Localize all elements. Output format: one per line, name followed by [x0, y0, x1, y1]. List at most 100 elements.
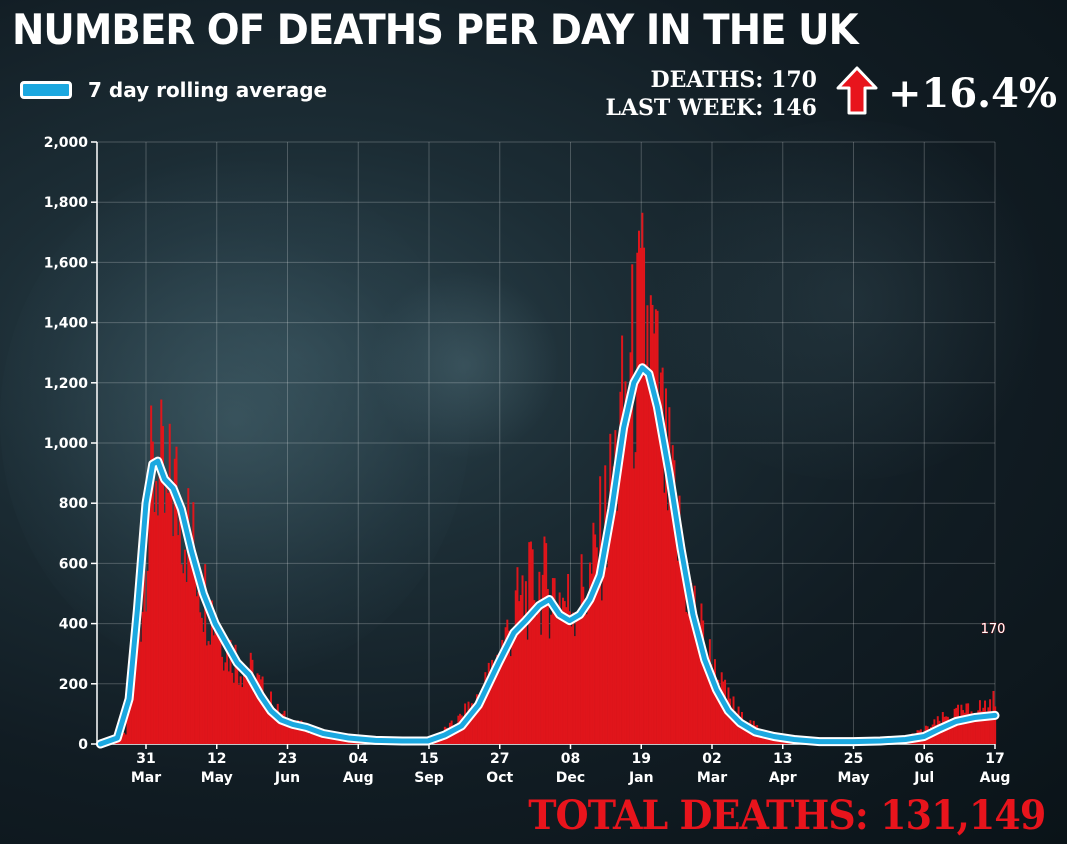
- daily-bar: [599, 476, 602, 744]
- daily-bar: [761, 733, 764, 744]
- daily-bar: [994, 706, 997, 744]
- x-tick-day: 23: [278, 751, 297, 767]
- daily-bar: [950, 719, 953, 744]
- daily-bar: [312, 731, 315, 744]
- x-tick-day: 27: [490, 751, 509, 767]
- daily-bar: [173, 458, 176, 744]
- daily-bar: [735, 713, 738, 744]
- daily-bar: [140, 641, 143, 744]
- y-tick-label: 1,800: [44, 195, 89, 211]
- y-tick-label: 1,200: [44, 376, 89, 392]
- daily-bar: [305, 722, 308, 744]
- daily-bar: [489, 671, 492, 744]
- daily-bar: [129, 687, 132, 744]
- daily-bar: [475, 694, 478, 744]
- daily-bar: [562, 597, 565, 744]
- daily-bar: [138, 629, 141, 744]
- x-tick-day: 15: [419, 751, 438, 767]
- daily-bar: [556, 619, 559, 744]
- daily-bar: [192, 502, 195, 744]
- daily-bar: [136, 625, 139, 744]
- daily-bar: [634, 452, 637, 744]
- daily-bar: [165, 480, 168, 744]
- daily-bar: [514, 590, 517, 744]
- daily-bar: [168, 423, 171, 744]
- daily-bar: [587, 598, 590, 744]
- daily-bar: [536, 601, 539, 744]
- daily-bar: [543, 536, 546, 744]
- daily-bar: [570, 626, 573, 744]
- daily-bar: [654, 309, 657, 744]
- daily-bar: [222, 670, 225, 744]
- daily-bar: [207, 641, 210, 744]
- daily-bar: [649, 295, 652, 744]
- daily-bar: [686, 613, 689, 744]
- daily-bar: [597, 573, 600, 744]
- total-deaths: TOTAL DEATHS: 131,149: [527, 792, 1046, 839]
- daily-bar: [470, 703, 473, 744]
- daily-bar: [617, 480, 620, 744]
- daily-bar: [572, 612, 575, 744]
- daily-bar: [161, 426, 164, 744]
- daily-bar: [126, 713, 129, 744]
- daily-bar: [989, 699, 992, 744]
- daily-bar: [188, 530, 191, 744]
- daily-bar: [600, 600, 603, 744]
- daily-bar: [632, 468, 635, 744]
- daily-bar: [582, 586, 585, 744]
- daily-bar: [506, 619, 509, 744]
- daily-bar: [545, 543, 548, 744]
- daily-bar: [214, 625, 217, 744]
- daily-bar: [276, 703, 279, 744]
- daily-bar: [286, 717, 289, 744]
- daily-bar: [212, 635, 215, 744]
- daily-bar: [690, 583, 693, 744]
- daily-bar: [535, 616, 538, 744]
- y-tick-label: 800: [59, 496, 88, 512]
- virus-background-spike: [370, 270, 560, 460]
- x-tick-month: Jun: [274, 770, 300, 786]
- daily-bar: [487, 662, 490, 744]
- daily-bar: [567, 573, 570, 744]
- daily-bar: [199, 612, 202, 744]
- daily-bar: [558, 592, 561, 744]
- y-tick-label: 1,400: [44, 316, 89, 332]
- daily-bar: [170, 491, 173, 744]
- daily-bar: [670, 488, 673, 744]
- daily-bar: [565, 607, 568, 744]
- daily-bar: [626, 418, 629, 744]
- daily-bar: [531, 549, 534, 744]
- daily-bar: [293, 724, 296, 744]
- daily-bar: [217, 634, 220, 744]
- daily-bar: [133, 650, 136, 744]
- daily-bar: [962, 710, 965, 744]
- daily-bar: [516, 567, 519, 744]
- daily-bar: [595, 547, 598, 744]
- daily-bar: [209, 644, 212, 744]
- daily-bar: [980, 711, 983, 744]
- x-tick-day: 25: [844, 751, 863, 767]
- daily-bar: [253, 693, 256, 744]
- daily-bar: [746, 725, 749, 744]
- daily-bar: [685, 611, 688, 744]
- daily-bar: [308, 733, 311, 744]
- x-tick-month: Mar: [697, 770, 727, 786]
- daily-bar: [693, 585, 696, 744]
- daily-bar: [501, 639, 504, 744]
- y-axis: 0 200 400 600 800 1,000 1,200 1,400 1,600 1,800 2,…: [44, 135, 98, 753]
- daily-bar: [722, 681, 725, 744]
- daily-bar: [492, 672, 495, 744]
- x-tick-day: 19: [632, 751, 651, 767]
- daily-bar: [119, 737, 122, 744]
- daily-bar: [239, 676, 242, 744]
- daily-bar: [948, 721, 951, 744]
- daily-bar: [521, 575, 524, 744]
- daily-bar: [577, 617, 580, 744]
- daily-bar: [580, 554, 583, 744]
- daily-bar: [481, 706, 484, 744]
- daily-bar: [141, 611, 144, 744]
- daily-bar: [494, 672, 497, 744]
- daily-bar: [550, 614, 553, 744]
- daily-bar: [303, 724, 306, 744]
- daily-bar: [653, 333, 656, 744]
